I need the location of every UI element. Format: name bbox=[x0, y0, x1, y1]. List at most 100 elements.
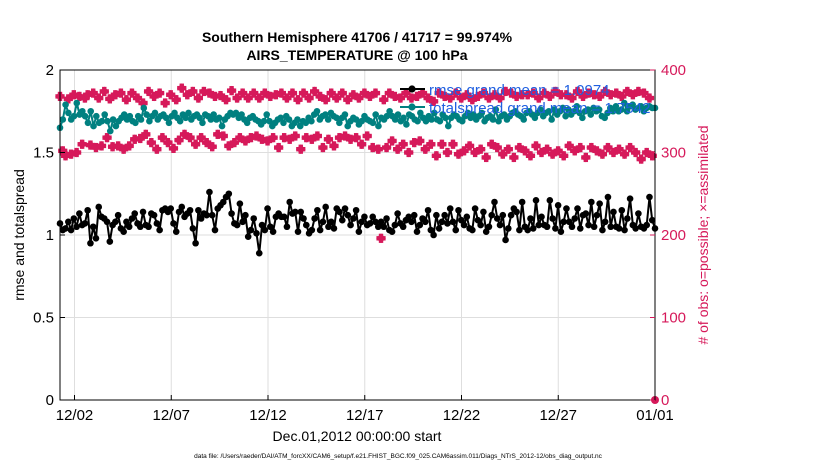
rmse-point bbox=[250, 215, 258, 222]
totalspread-point bbox=[618, 106, 625, 113]
rmse-point bbox=[280, 213, 288, 221]
totalspread-point bbox=[313, 107, 321, 115]
rmse-point bbox=[120, 228, 127, 235]
obs-point bbox=[420, 144, 431, 155]
totalspread-point bbox=[143, 111, 150, 118]
rmse-point bbox=[422, 218, 429, 226]
rmse-point bbox=[264, 205, 271, 212]
rmse-point bbox=[178, 203, 186, 211]
totalspread-point bbox=[185, 109, 192, 117]
rmse-point bbox=[588, 198, 595, 206]
rmse-point bbox=[206, 188, 213, 196]
rmse-point bbox=[297, 208, 305, 216]
totalspread-point bbox=[620, 99, 628, 107]
totalspread-point bbox=[93, 112, 100, 120]
rmse-point bbox=[463, 213, 471, 221]
totalspread-point bbox=[112, 122, 120, 130]
obs-point bbox=[102, 132, 112, 143]
totalspread-point bbox=[414, 117, 421, 125]
rmse-point bbox=[552, 225, 559, 232]
obs-point-arm bbox=[630, 147, 641, 158]
obs-point-arm bbox=[318, 142, 328, 153]
obs-point-arm bbox=[525, 150, 536, 161]
right-axis-label: # of obs: o=possible; ×=assimilated bbox=[695, 125, 711, 344]
totalspread-point bbox=[341, 111, 349, 118]
rmse-point bbox=[496, 221, 504, 229]
rmse-point bbox=[516, 226, 523, 234]
rmse-point bbox=[507, 211, 515, 219]
obs-point bbox=[160, 98, 170, 108]
obs-point bbox=[207, 141, 218, 152]
obs-point-arm bbox=[542, 144, 552, 155]
obs-point bbox=[572, 86, 583, 97]
rmse-point bbox=[338, 216, 346, 224]
obs-point-arm bbox=[362, 131, 372, 141]
obs-point bbox=[248, 88, 259, 98]
obs-point-arm bbox=[414, 136, 425, 146]
obs-point-arm bbox=[503, 144, 514, 155]
obs-point bbox=[127, 88, 137, 98]
totalspread-point bbox=[372, 111, 379, 118]
rmse-point bbox=[474, 216, 482, 224]
rmse-point bbox=[95, 203, 103, 211]
legend-spread-label: totalspread grand mean = 1.7542 bbox=[429, 100, 650, 117]
rmse-point bbox=[136, 223, 144, 231]
rmse-point bbox=[455, 206, 462, 214]
obs-point-arm bbox=[376, 233, 386, 244]
left-tick-label: 0 bbox=[46, 392, 54, 409]
totalspread-point bbox=[431, 109, 438, 117]
totalspread-point bbox=[176, 117, 184, 125]
obs-point bbox=[174, 135, 184, 145]
totalspread-point bbox=[383, 112, 391, 120]
obs-point bbox=[414, 136, 425, 146]
obs-point bbox=[77, 139, 87, 150]
rmse-point bbox=[269, 228, 277, 235]
right-axis: 0 100 200 300 400 bbox=[650, 62, 686, 409]
rmse-point bbox=[197, 215, 205, 222]
totalspread-point bbox=[579, 114, 586, 122]
obs-point-arm bbox=[168, 143, 179, 154]
totalspread-point bbox=[171, 109, 178, 117]
obs-point bbox=[93, 93, 104, 103]
obs-point bbox=[619, 149, 630, 159]
right-tick-label: 100 bbox=[661, 310, 686, 327]
rmse-point bbox=[457, 216, 465, 224]
rmse-point bbox=[383, 215, 390, 222]
totalspread-point bbox=[101, 111, 108, 118]
totalspread-point bbox=[400, 114, 407, 122]
obs-point bbox=[373, 144, 384, 155]
data-file-footer: data file: /Users/raeder/DAI/ATM_forcXX/… bbox=[194, 453, 603, 460]
obs-point-arm bbox=[99, 86, 110, 97]
rmse-point bbox=[67, 226, 75, 234]
obs-point-arm bbox=[96, 141, 107, 151]
obs-point-arm bbox=[273, 142, 284, 153]
rmse-point bbox=[615, 225, 623, 232]
totalspread-point bbox=[369, 119, 377, 127]
totalspread-point bbox=[277, 114, 284, 122]
rmse-point bbox=[62, 225, 69, 232]
rmse-point bbox=[601, 218, 609, 226]
totalspread-point bbox=[375, 122, 382, 130]
obs-point-arm bbox=[248, 88, 259, 98]
totalspread-point bbox=[98, 117, 106, 125]
rmse-point bbox=[582, 210, 590, 217]
obs-point-arm bbox=[157, 132, 168, 143]
rmse-point bbox=[624, 215, 631, 222]
rmse-point bbox=[452, 226, 460, 234]
rmse-point bbox=[291, 208, 299, 216]
rmse-point bbox=[325, 223, 332, 231]
obs-point-arm bbox=[517, 89, 527, 100]
obs-point-arm bbox=[124, 141, 134, 151]
totalspread-point bbox=[500, 111, 508, 118]
obs-point bbox=[165, 89, 176, 100]
rmse-point bbox=[92, 235, 100, 242]
obs-point bbox=[196, 132, 206, 143]
obs-point bbox=[229, 137, 240, 148]
rmse-point bbox=[139, 208, 147, 216]
rmse-point bbox=[546, 197, 554, 204]
totalspread-point bbox=[531, 114, 539, 122]
totalspread-point bbox=[604, 109, 611, 117]
totalspread-point bbox=[165, 119, 173, 127]
obs-point bbox=[295, 144, 306, 155]
obs-point-arm bbox=[207, 141, 218, 152]
